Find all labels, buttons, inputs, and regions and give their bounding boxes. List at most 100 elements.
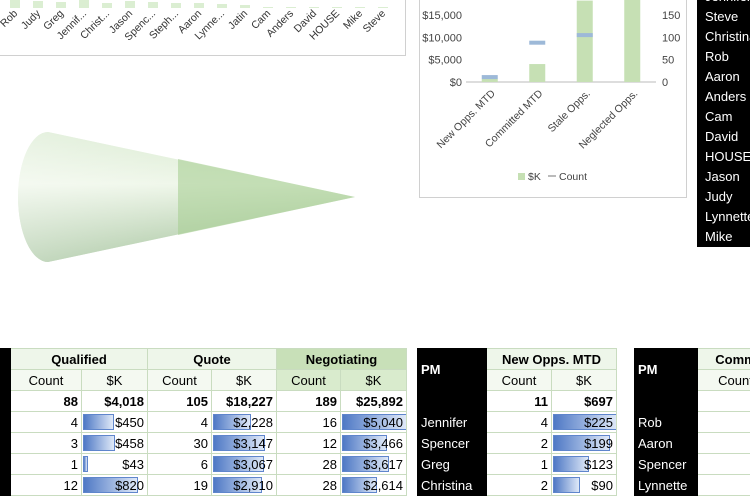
pm-name: Judy <box>705 189 733 204</box>
count-cell: 16 <box>276 411 341 433</box>
total-negotiating-k: $25,892 <box>340 390 407 412</box>
pm-name: Steve <box>705 9 739 24</box>
pm-cell: Jennifer <box>417 411 487 433</box>
pm-name: David <box>705 129 739 144</box>
count-cell: 30 <box>147 432 212 454</box>
y2-tick: 50 <box>662 55 674 67</box>
k-cell: $90 <box>551 474 617 496</box>
k-bar <box>529 64 546 82</box>
new-opps-title: New Opps. MTD <box>486 348 617 370</box>
sub-k: $K <box>81 369 148 391</box>
top-chart-label: Jatin <box>226 8 250 32</box>
count-cell: 1 <box>10 453 82 475</box>
total-quote-k: $18,227 <box>211 390 277 412</box>
count-cell: 19 <box>147 474 212 496</box>
cone-graphic <box>10 125 370 275</box>
y-tick: $15,000 <box>422 10 462 22</box>
k-bar <box>576 0 593 82</box>
count-marker <box>481 75 498 80</box>
table-row: 3 $458 30 $3,147 12 $3,466 <box>0 432 407 454</box>
table-row: Aaron <box>634 432 750 454</box>
legend-count: Count <box>559 171 587 183</box>
pm-header: PM <box>634 348 698 391</box>
top-chart-bar <box>217 4 227 8</box>
legend-k: $K <box>528 171 541 183</box>
count-cell: 6 <box>147 453 212 475</box>
top-chart-bar <box>240 5 250 8</box>
count-cell: 4 <box>147 411 212 433</box>
k-cell: $43 <box>81 453 148 475</box>
count-cell: 2 <box>486 432 552 454</box>
top-left-chart: Rob Judy Greg Jennif... Christ... Jason Spenc.… <box>0 0 406 56</box>
top-chart-label: Judy <box>19 7 44 32</box>
pm-name: Cam <box>705 109 733 124</box>
committed-title: Comm <box>697 348 750 370</box>
count-cell: 1 <box>486 453 552 475</box>
sub-k: $K <box>211 369 277 391</box>
pm-name: Jason <box>705 169 740 184</box>
k-cell: $2,614 <box>340 474 407 496</box>
pm-cell: Lynnette <box>634 474 698 496</box>
k-cell: $820 <box>81 474 148 496</box>
top-chart-bar <box>171 3 181 8</box>
pm-name: Aaron <box>705 69 740 84</box>
total-quote-count: 105 <box>147 390 212 412</box>
y2-tick: 100 <box>662 32 680 44</box>
k-cell: $123 <box>551 453 617 475</box>
sub-count: Count <box>697 369 750 391</box>
top-chart-bar <box>102 3 112 8</box>
k-cell: $458 <box>81 432 148 454</box>
sub-count: Count <box>486 369 552 391</box>
top-chart-bar <box>263 7 273 8</box>
total-qualified-count: 88 <box>10 390 82 412</box>
pipeline-table: Qualified Quote Negotiating Count $K Cou… <box>0 348 407 496</box>
count-cell: 2 <box>486 474 552 496</box>
top-chart-bar <box>125 1 135 8</box>
table-row: Lynnette <box>634 474 750 496</box>
top-chart-bar <box>309 7 319 8</box>
table-row: Jennifer 4 $225 <box>417 411 617 433</box>
top-chart-bar <box>378 7 388 8</box>
pm-cell: Aaron <box>634 432 698 454</box>
table-row: 12 $820 19 $2,910 28 $2,614 <box>0 474 407 496</box>
y2-tick: 0 <box>662 77 668 89</box>
count-cell: 4 <box>10 411 82 433</box>
sub-count: Count <box>276 369 341 391</box>
top-chart-bar <box>33 1 43 8</box>
count-cell: 12 <box>276 432 341 454</box>
k-cell: $2,228 <box>211 411 277 433</box>
pm-name: Anders <box>705 89 747 104</box>
sub-count: Count <box>147 369 212 391</box>
k-cell: $3,067 <box>211 453 277 475</box>
pm-cell: Greg <box>417 453 487 475</box>
k-bar <box>481 78 498 82</box>
pm-cell: Spencer <box>634 453 698 475</box>
count-cell: 12 <box>10 474 82 496</box>
top-chart-label: Steve <box>361 8 389 36</box>
committed-total: 3 <box>697 390 750 412</box>
k-bar <box>624 0 641 82</box>
sub-count: Count <box>10 369 82 391</box>
new-opps-table: PM New Opps. MTD Count $K 11 $697 Jennif… <box>417 348 617 496</box>
table-row: Spencer <box>634 453 750 475</box>
count-cell: 4 <box>486 411 552 433</box>
pm-name: HOUSE <box>705 149 750 164</box>
top-chart-bar <box>332 7 342 8</box>
table-row: Spencer 2 $199 <box>417 432 617 454</box>
k-cell: $3,617 <box>340 453 407 475</box>
stage-negotiating: Negotiating <box>276 348 407 370</box>
sub-k: $K <box>340 369 407 391</box>
y-tick: $10,000 <box>422 32 462 44</box>
pm-cell: Christina <box>417 474 487 496</box>
count-cell: 3 <box>10 432 82 454</box>
y-tick: $0 <box>450 77 462 89</box>
k-cell: $450 <box>81 411 148 433</box>
top-chart-bar <box>286 7 296 8</box>
k-cell: $5,040 <box>340 411 407 433</box>
k-cell: $199 <box>551 432 617 454</box>
top-chart-bar <box>355 7 365 8</box>
count-marker <box>529 40 546 45</box>
y-tick: $5,000 <box>428 55 462 67</box>
table-row: Christina 2 $90 <box>417 474 617 496</box>
